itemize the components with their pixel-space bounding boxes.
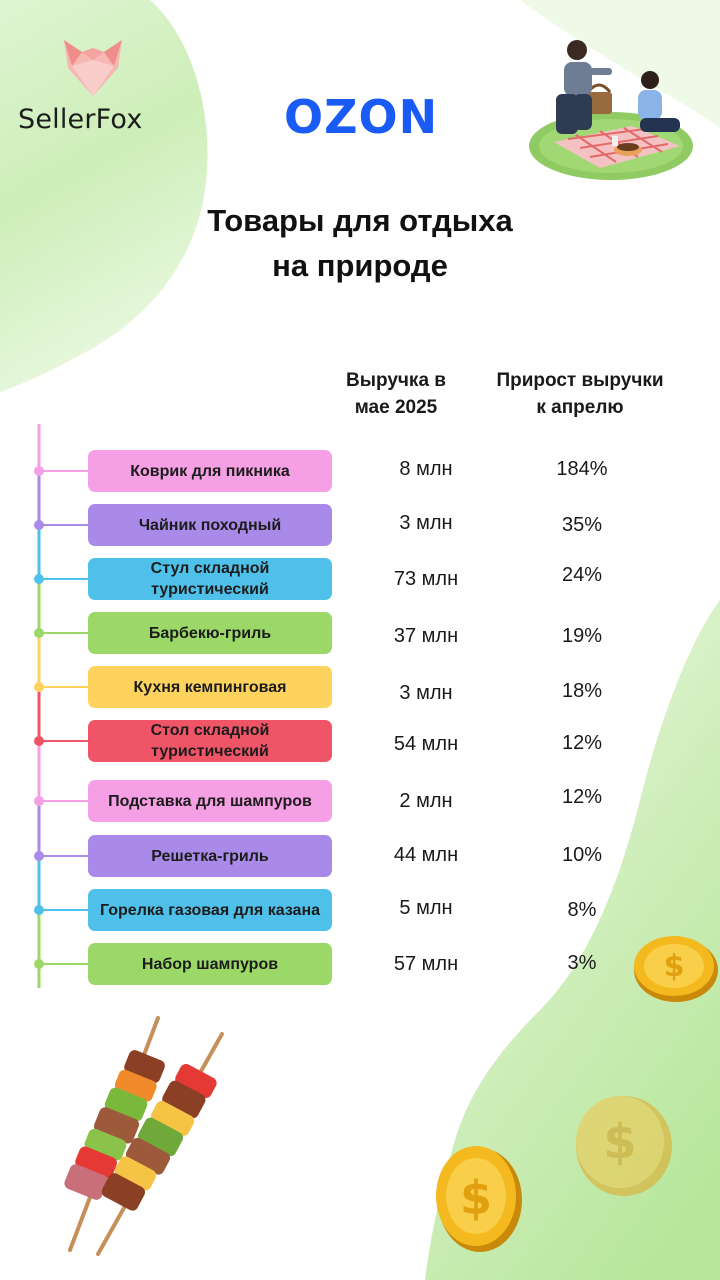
title-line: на природе [272,248,448,283]
growth-value: 8% [567,899,597,921]
product-name-pill: Подставка для шампуров [88,780,332,822]
header-line: Выручка в [346,370,446,391]
header-line: Прирост выручки [496,370,664,391]
svg-text:$: $ [603,1114,636,1170]
revenue-value: 3 млн [399,512,453,534]
revenue-value: 57 млн [393,953,459,975]
revenue-value: 5 млн [399,897,453,919]
product-name-pill: Чайник походный [88,504,332,546]
growth-value: 18% [561,680,603,702]
growth-value: 10% [561,844,603,866]
growth-value: 24% [561,564,603,586]
revenue-value: 8 млн [399,458,453,480]
timeline-dot [34,959,44,969]
timeline-dot [34,520,44,530]
growth-value: 19% [561,625,603,647]
revenue-value: 54 млн [393,733,459,755]
product-name-pill: Горелка газовая для казана [88,889,332,931]
product-name-pill: Решетка-гриль [88,835,332,877]
timeline-dot [34,736,44,746]
fox-head-icon [64,40,122,96]
revenue-value: 37 млн [393,625,459,647]
timeline-dot [34,796,44,806]
gold-coin-icon: $ [576,1096,672,1196]
revenue-value: 3 млн [399,682,453,704]
growth-value: 35% [561,514,603,536]
shashlik-skewers-illustration [64,1016,224,1256]
timeline-dot [34,628,44,638]
picnic-couple-illustration [529,40,693,180]
growth-value: 184% [556,458,608,480]
growth-value: 12% [561,786,603,808]
header-line: мае 2025 [354,397,438,418]
timeline-dot [34,851,44,861]
ozon-logo: OZON [284,90,439,144]
product-name-pill: Коврик для пикника [88,450,332,492]
product-name-pill: Кухня кемпинговая [88,666,332,708]
brand-name: SellerFox [18,104,143,135]
timeline-dot [34,574,44,584]
svg-text:$: $ [460,1171,492,1225]
revenue-column-header: Выручка в мае 2025 [336,367,456,421]
revenue-value: 2 млн [399,790,453,812]
gold-coin-icon: $ [634,936,718,1002]
page-title: Товары для отдыха на природе [140,198,580,288]
timeline-dot [34,466,44,476]
growth-column-header: Прирост выручки к апрелю [482,367,678,421]
product-name-pill: Стол складной туристический [88,720,332,762]
sellerfox-logo: SellerFox [18,38,178,138]
product-name-pill: Стул складной туристический [88,558,332,600]
product-name-pill: Набор шампуров [88,943,332,985]
svg-text:$: $ [664,949,685,984]
timeline-dot [34,682,44,692]
header-line: к апрелю [536,397,624,418]
gold-coin-icon: $ [436,1146,522,1252]
revenue-value: 44 млн [393,844,459,866]
product-name-pill: Барбекю-гриль [88,612,332,654]
title-line: Товары для отдыха [207,203,513,238]
growth-value: 12% [561,732,603,754]
growth-value: 3% [567,952,597,974]
timeline-dot [34,905,44,915]
revenue-value: 73 млн [393,568,459,590]
